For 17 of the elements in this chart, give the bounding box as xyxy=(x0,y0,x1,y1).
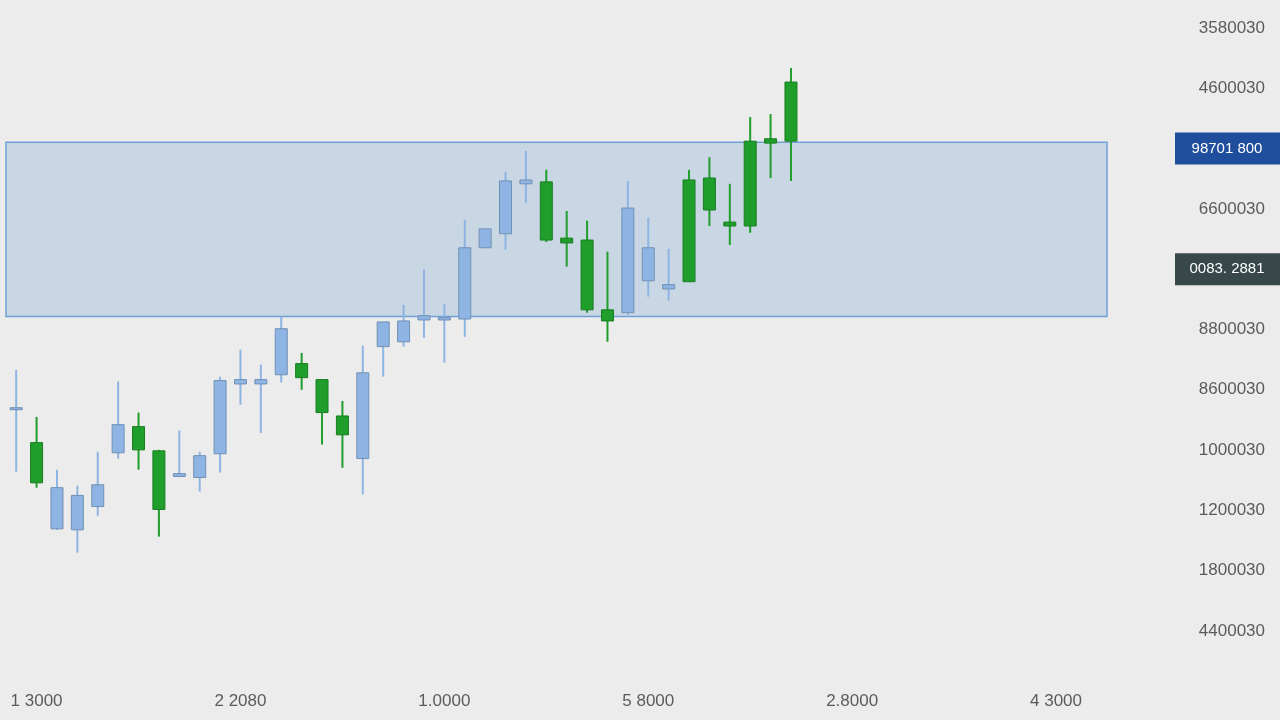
text: 1000030 xyxy=(1198,439,1265,459)
text: 8800030 xyxy=(1198,319,1265,339)
x-tick-label: 4 3000 xyxy=(1030,691,1083,711)
text: 4400030 xyxy=(1198,620,1265,640)
text: 1800030 xyxy=(1198,560,1265,580)
text: 1200030 xyxy=(1198,500,1265,520)
x-tick-label: 1 3000 xyxy=(10,691,63,711)
x-tick-label: 5 8000 xyxy=(622,691,675,711)
x-tick-label: 1.0000 xyxy=(418,691,471,711)
x-tick-label: 2.8000 xyxy=(826,691,879,711)
text: 0083. 2881 xyxy=(1189,259,1265,277)
text: 98701 800 xyxy=(1191,138,1263,156)
text: 4600030 xyxy=(1198,77,1265,97)
text: 3580030 xyxy=(1198,17,1265,37)
x-tick-label: 2 2080 xyxy=(214,691,267,711)
text: 8600030 xyxy=(1198,379,1265,399)
text: 6600030 xyxy=(1198,198,1265,218)
